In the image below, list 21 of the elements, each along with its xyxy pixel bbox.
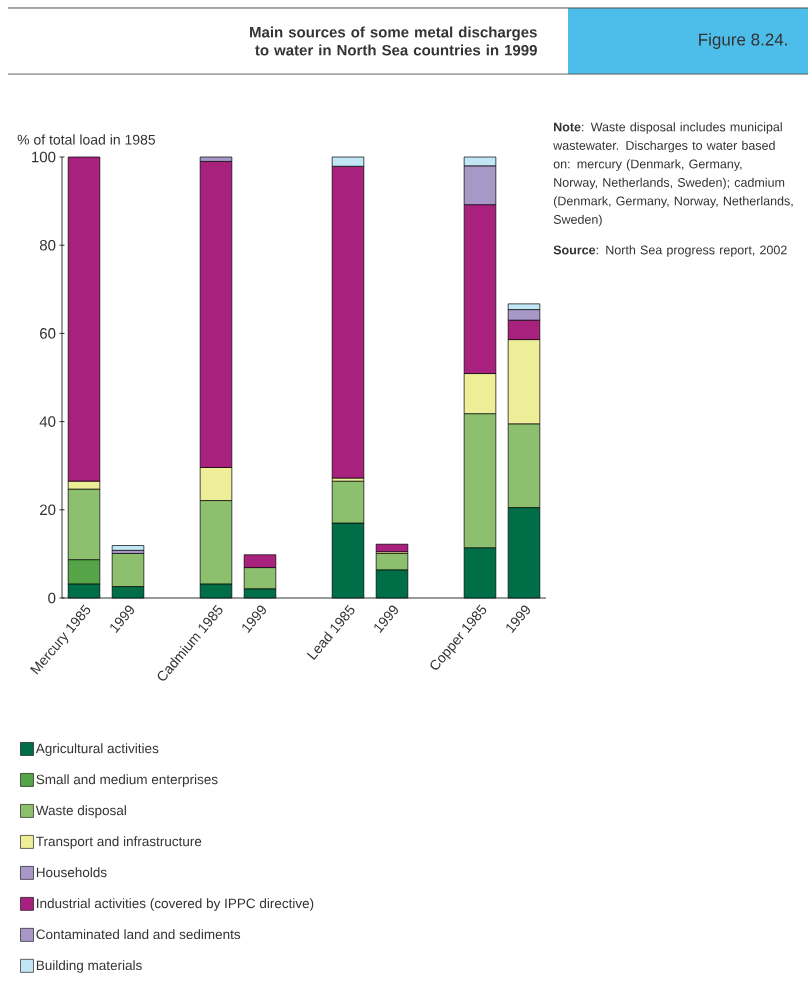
legend-label: Waste disposal [35, 805, 126, 818]
y-axis-title: % of total load in 1985 [17, 134, 156, 145]
legend-label: Small and medium enterprises [36, 774, 218, 787]
y-tick-label: 20 [40, 504, 56, 516]
legend-label: Building materials [36, 960, 142, 973]
y-tick-label: 80 [39, 239, 56, 251]
legend-label: Agricultural activities [35, 743, 159, 756]
text: Source: North Sea progress report, 2002 [553, 245, 787, 257]
y-tick-label: 0 [48, 592, 56, 604]
bar [375, 543, 409, 553]
caption: Figure 8.24. [699, 33, 787, 49]
legend-label: Households [36, 867, 107, 878]
legend-label: Contaminated land and sediments [36, 929, 241, 940]
legend-label: Transport and infrastructure [36, 836, 202, 849]
chart-title: Main sources of some metal discharges to water in North Sea countries in 1999 [250, 26, 537, 56]
y-tick-label: 40 [39, 416, 56, 427]
text: Note: Waste disposal includes municipal wastewater. Discharges to water based on: mercury (Denmark, Germany, Norway, Netherlands, Sweden); cadmium (Denmark, Germany, Norway, Netherlands, Sweden) [553, 122, 793, 227]
y-tick-label: 100 [32, 151, 56, 163]
y-tick-label: 60 [40, 328, 56, 339]
bar [111, 545, 145, 551]
legend-label: Industrial activities (covered by IPPC directive) [37, 898, 314, 911]
